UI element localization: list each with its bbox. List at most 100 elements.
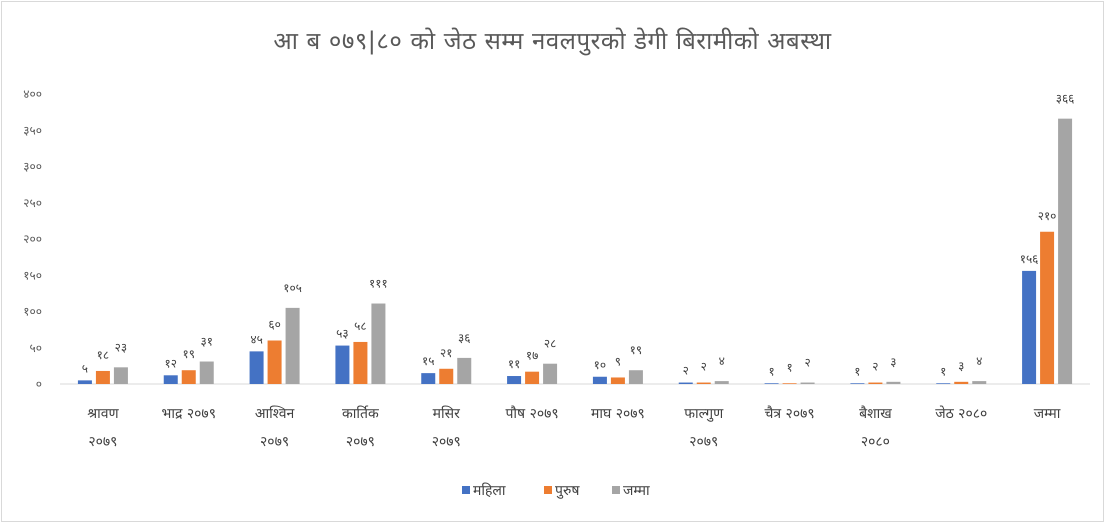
data-label: १०५ [283,281,302,295]
bar [1040,231,1055,384]
bar [543,363,558,384]
y-tick-label: १५० [23,268,42,282]
data-label: २ [683,364,689,378]
x-tick-label: भाद्र २०७९ [162,406,216,422]
x-tick-label: माघ २०७९ [591,406,645,422]
data-label: १ [768,364,774,378]
y-tick-label: १०० [23,305,42,319]
x-tick-label: जम्मा [1034,406,1061,422]
bar [850,383,865,384]
data-label: ३ [890,355,896,369]
x-tick-label: २०७९ [88,434,117,450]
data-label: १० [594,358,606,372]
data-label: ६० [268,318,280,332]
data-label: १ [940,364,946,378]
legend-swatch [462,486,470,494]
data-label: १२ [165,356,177,370]
x-tick-label: पौष २०७९ [505,405,558,422]
data-label: ५३ [336,327,348,341]
x-tick-label: चैत्र २०७९ [764,405,814,422]
bar [628,370,643,384]
x-tick-label: २०७९ [346,434,375,450]
bar [113,367,128,384]
data-label: १७ [526,349,538,363]
data-label: २३ [115,340,127,354]
x-tick-label: कार्तिक [342,405,379,422]
data-label: ५८ [354,319,366,333]
bar [936,383,951,384]
y-tick-label: २५० [23,196,42,210]
x-tick-label: २०७९ [689,434,718,450]
bar [95,370,110,384]
data-label: ४ [976,354,982,368]
legend-swatch [612,486,620,494]
data-label: ३६६ [1056,92,1075,106]
y-tick-label: ५० [30,341,42,355]
bar [592,376,607,384]
chart-title: आ ब ०७९|८० को जेठ सम्म नवलपुरको डेगी बिर… [273,27,832,55]
legend-label: महिला [473,482,506,499]
data-label: २ [804,356,810,370]
bar [764,383,779,384]
bar [181,370,196,384]
bar [199,361,214,384]
x-tick-label: आश्विन [255,405,295,422]
data-label: १८ [97,348,109,362]
bar [421,373,436,384]
bar [439,368,454,384]
bar [249,351,264,384]
bar [800,382,815,384]
data-label: ११ [508,357,520,371]
bar [972,381,987,384]
x-tick-label: मसिर [433,405,460,422]
x-tick-label: २०८० [861,434,890,450]
data-label: २८ [544,337,556,351]
data-label: ३६ [458,331,470,345]
data-label: १ [786,360,792,374]
y-tick-label: २०० [23,232,42,246]
data-label: २१० [1038,209,1057,223]
data-label: १५ [422,354,434,368]
legend-swatch [544,486,552,494]
data-label: २ [872,360,878,374]
y-tick-label: ४०० [23,87,42,101]
bar [868,382,883,384]
x-tick-label: २०७९ [432,434,461,450]
x-tick-label: बैशाख [859,405,892,422]
data-label: १ [854,364,860,378]
bar [714,381,729,384]
data-label: ४ [719,354,725,368]
bar [782,383,797,384]
y-tick-label: ० [36,377,42,391]
data-label: १९ [630,343,642,357]
bar [285,307,300,384]
legend-label: पुरुष [555,483,580,499]
data-label: १११ [369,277,388,291]
x-tick-label: फाल्गुण [684,406,724,422]
bar [886,381,901,384]
data-label: १५६ [1020,252,1039,266]
bar [507,376,522,384]
bar [353,341,368,384]
bar [525,371,540,384]
bar [1058,118,1073,385]
x-tick-label: श्रावण [87,406,119,422]
bar [1022,270,1037,384]
legend-label: जम्मा [623,483,650,499]
bar [371,303,386,384]
bar [457,357,472,384]
y-tick-label: ३५० [23,123,42,137]
bar [77,380,92,384]
data-label: ३ [958,359,964,373]
data-label: ९ [615,354,621,368]
data-label: १९ [183,347,195,361]
data-label: २१ [440,346,452,360]
bar [954,381,969,384]
data-label: ४५ [250,332,262,346]
data-label: ३१ [201,335,213,349]
data-label: २ [701,360,707,374]
x-tick-label: २०७९ [260,434,289,450]
bar [678,382,693,384]
